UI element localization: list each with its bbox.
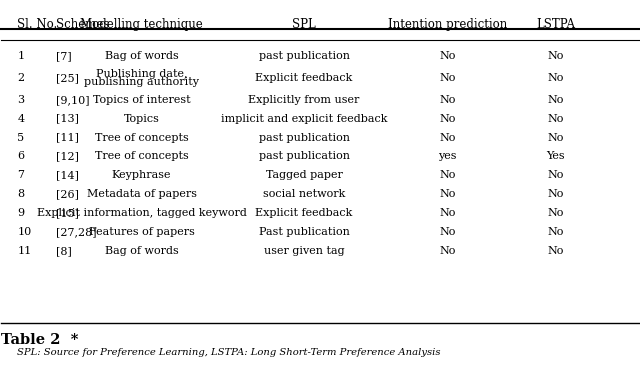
Text: Explicit information, tagged keyword: Explicit information, tagged keyword (36, 208, 246, 218)
Text: 3: 3 (17, 95, 24, 105)
Text: No: No (548, 73, 564, 83)
Text: [11]: [11] (56, 132, 79, 143)
Text: Schemes: Schemes (56, 18, 109, 31)
Text: Yes: Yes (547, 152, 565, 161)
Text: No: No (439, 189, 456, 199)
Text: [27,28]: [27,28] (56, 227, 96, 237)
Text: 9: 9 (17, 208, 24, 218)
Text: [7]: [7] (56, 51, 71, 61)
Text: 5: 5 (17, 132, 24, 143)
Text: Tagged paper: Tagged paper (266, 170, 342, 180)
Text: Bag of words: Bag of words (105, 51, 179, 61)
Text: user given tag: user given tag (264, 246, 344, 256)
Text: 6: 6 (17, 152, 24, 161)
Text: Topics: Topics (124, 114, 159, 124)
Text: No: No (439, 227, 456, 237)
Text: No: No (548, 208, 564, 218)
Text: [26]: [26] (56, 189, 79, 199)
Text: Sl. No.: Sl. No. (17, 18, 58, 31)
Text: past publication: past publication (259, 132, 349, 143)
Text: No: No (548, 227, 564, 237)
Text: yes: yes (438, 152, 457, 161)
Text: 10: 10 (17, 227, 31, 237)
Text: 2: 2 (17, 73, 24, 83)
Text: Metadata of papers: Metadata of papers (86, 189, 196, 199)
Text: No: No (548, 170, 564, 180)
Text: Keyphrase: Keyphrase (112, 170, 172, 180)
Text: No: No (439, 208, 456, 218)
Text: past publication: past publication (259, 51, 349, 61)
Text: 4: 4 (17, 114, 24, 124)
Text: No: No (548, 246, 564, 256)
Text: Table 2  *: Table 2 * (1, 333, 79, 347)
Text: SPL: Source for Preference Learning, LSTPA: Long Short-Term Preference Analysis: SPL: Source for Preference Learning, LST… (17, 348, 441, 357)
Text: Explicitly from user: Explicitly from user (248, 95, 360, 105)
Text: Bag of words: Bag of words (105, 246, 179, 256)
Text: Explicit feedback: Explicit feedback (255, 73, 353, 83)
Text: No: No (439, 95, 456, 105)
Text: past publication: past publication (259, 152, 349, 161)
Text: [12]: [12] (56, 152, 79, 161)
Text: Publishing date,: Publishing date, (96, 69, 188, 79)
Text: Past publication: Past publication (259, 227, 349, 237)
Text: LSTPA: LSTPA (536, 18, 575, 31)
Text: 7: 7 (17, 170, 24, 180)
Text: No: No (548, 95, 564, 105)
Text: No: No (439, 170, 456, 180)
Text: [8]: [8] (56, 246, 72, 256)
Text: No: No (439, 73, 456, 83)
Text: No: No (548, 132, 564, 143)
Text: Topics of interest: Topics of interest (93, 95, 190, 105)
Text: No: No (548, 114, 564, 124)
Text: No: No (439, 246, 456, 256)
Text: [15]: [15] (56, 208, 79, 218)
Text: [25]: [25] (56, 73, 79, 83)
Text: No: No (548, 51, 564, 61)
Text: Explicit feedback: Explicit feedback (255, 208, 353, 218)
Text: social network: social network (263, 189, 345, 199)
Text: Features of papers: Features of papers (89, 227, 195, 237)
Text: 8: 8 (17, 189, 24, 199)
Text: SPL: SPL (292, 18, 316, 31)
Text: [13]: [13] (56, 114, 79, 124)
Text: No: No (439, 51, 456, 61)
Text: No: No (548, 189, 564, 199)
Text: publishing authority: publishing authority (84, 77, 199, 87)
Text: Modelling technique: Modelling technique (80, 18, 203, 31)
Text: No: No (439, 114, 456, 124)
Text: implicit and explicit feedback: implicit and explicit feedback (221, 114, 387, 124)
Text: 1: 1 (17, 51, 24, 61)
Text: Tree of concepts: Tree of concepts (95, 152, 188, 161)
Text: No: No (439, 132, 456, 143)
Text: [14]: [14] (56, 170, 79, 180)
Text: Tree of concepts: Tree of concepts (95, 132, 188, 143)
Text: Intention prediction: Intention prediction (388, 18, 507, 31)
Text: [9,10]: [9,10] (56, 95, 89, 105)
Text: 11: 11 (17, 246, 31, 256)
